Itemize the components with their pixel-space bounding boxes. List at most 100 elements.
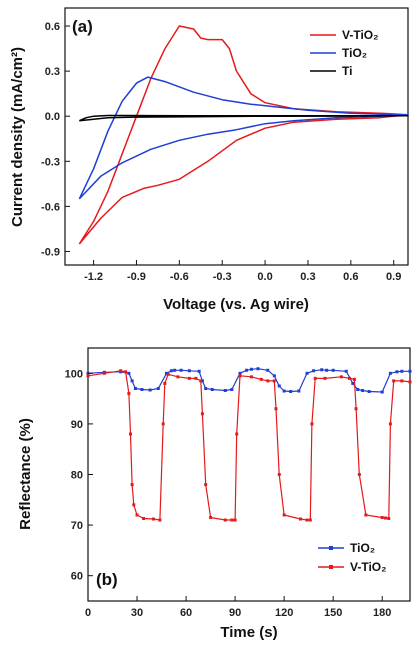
b-series-tio--point: [351, 381, 355, 385]
b-series-v-tio--point: [86, 374, 90, 378]
b-series-tio--point: [256, 367, 260, 371]
b-series-tio--point: [140, 387, 144, 391]
b-series-tio--point: [187, 369, 191, 373]
b-series-v-tio--point: [249, 375, 253, 379]
b-series-v-tio--point: [102, 371, 106, 375]
b-series-tio--point: [230, 387, 234, 391]
b-series-v-tio--point: [364, 513, 368, 517]
panel-a-frame: [64, 7, 409, 266]
b-series-v-tio--point: [119, 369, 123, 373]
b-series-tio--point: [272, 374, 276, 378]
panel-b-ylabel: Reflectance (%): [17, 418, 34, 530]
b-series-v-tio--point: [272, 379, 276, 383]
b-series-v-tio--point: [339, 375, 343, 379]
b-series-v-tio--point: [209, 516, 213, 520]
a-series-tio--line: [78, 76, 409, 200]
b-series-v-tio--point: [274, 407, 278, 411]
b-series-v-tio--point: [166, 372, 170, 376]
b-series-tio--point: [148, 388, 152, 392]
b-series-tio--point: [133, 386, 137, 390]
b-series-v-tio--point: [194, 376, 198, 380]
b-series-v-tio--point: [128, 432, 132, 436]
a-xtick-label: 0.3: [300, 271, 315, 283]
b-series-tio--point: [380, 390, 384, 394]
b-series-tio--point: [200, 379, 204, 383]
b-series-v-tio--point: [357, 473, 361, 476]
b-series-v-tio--point: [187, 376, 191, 380]
a-ytick-label: -0.9: [41, 246, 60, 258]
b-series-v-tio--point: [352, 377, 356, 381]
b-xtick-label: 60: [180, 607, 192, 619]
b-series-tio--point: [331, 368, 335, 372]
b-series-tio--point: [197, 369, 201, 373]
b-series-tio--point: [266, 368, 270, 372]
b-series-v-tio--point: [200, 412, 204, 416]
b-series-tio--point: [400, 369, 404, 373]
b-legend-marker-tio-: [329, 546, 333, 550]
b-series-tio--point: [305, 371, 309, 375]
b-series-tio--point: [277, 384, 281, 388]
b-series-v-tio--point: [130, 483, 134, 487]
b-series-v-tio--point: [176, 375, 180, 379]
b-series-tio--point: [130, 379, 134, 383]
b-series-tio--point: [164, 371, 168, 375]
b-series-v-tio--point: [163, 381, 167, 385]
panel-a-chart: -1.2 -0.9 -0.6 -0.3 0.0 0.3 0.6 0.9 0.6 0.3 0.0 -0…: [9, 7, 409, 313]
a-ytick-label: -0.3: [41, 156, 60, 168]
a-ytick-label: 0.6: [45, 21, 60, 33]
b-series-tio--point: [179, 368, 183, 372]
b-xtick-label: 30: [131, 607, 143, 619]
b-series-tio--point: [169, 369, 173, 373]
b-series-tio--point: [297, 389, 301, 393]
a-ytick-label: -0.6: [41, 201, 60, 213]
b-series-v-tio--point: [313, 376, 317, 380]
b-series-v-tio--point: [305, 518, 309, 522]
a-series-v-tio--line: [78, 25, 409, 245]
b-ytick-label: 100: [65, 368, 83, 380]
a-legend-label-tio-: TiO₂: [342, 46, 367, 60]
b-series-tio--point: [325, 368, 329, 372]
b-series-v-tio--point: [132, 503, 136, 507]
b-series-v-tio--point: [387, 517, 391, 521]
b-series-tio--point: [408, 369, 412, 373]
b-series-v-tio--point: [235, 432, 239, 436]
b-series-tio--point: [223, 389, 227, 393]
panel-b-legend: TiO₂ V-TiO₂: [318, 541, 386, 574]
b-series-v-tio--point: [277, 473, 281, 476]
b-series-v-tio--point: [392, 379, 396, 383]
b-series-v-tio--point: [124, 370, 128, 374]
b-series-v-tio--point: [408, 380, 412, 384]
b-series-v-tio--point: [230, 518, 234, 522]
a-series-ti-line: [79, 114, 409, 122]
b-xtick-label: 150: [324, 607, 342, 619]
a-ytick-label: 0.0: [45, 111, 60, 123]
a-xtick-label: 0.6: [343, 271, 358, 283]
a-xtick-label: -0.6: [170, 271, 189, 283]
b-series-v-tio--point: [310, 422, 314, 426]
b-series-v-tio--point: [127, 392, 131, 396]
panel-a-label: (a): [72, 17, 93, 36]
b-series-v-tio--point: [323, 376, 327, 380]
b-series-v-tio--point: [266, 379, 270, 383]
panel-b-chart: 0 30 60 90 120 150 180 60 70 80 90 100 (b) Time (s…: [17, 347, 412, 641]
b-series-v-tio--point: [308, 518, 312, 522]
a-legend-label-ti: Ti: [342, 64, 352, 78]
b-legend-label-v-tio-: V-TiO₂: [350, 560, 386, 574]
b-series-v-tio--point: [204, 483, 208, 487]
b-series-v-tio--point: [233, 518, 237, 522]
b-xtick-label: 0: [85, 607, 91, 619]
b-series-tio--point: [282, 389, 286, 393]
b-series-tio--point: [388, 371, 392, 375]
b-ytick-label: 60: [71, 571, 83, 583]
b-xtick-label: 180: [373, 607, 391, 619]
b-series-tio--point: [344, 369, 348, 373]
a-legend-label-v-tio-: V-TiO₂: [342, 28, 378, 42]
b-series-tio--point: [173, 368, 177, 372]
panel-b-label: (b): [96, 570, 118, 589]
b-series-v-tio--point: [135, 513, 139, 517]
a-xtick-label: -1.2: [84, 271, 103, 283]
b-series-tio--point: [356, 387, 360, 391]
b-series-v-tio--point: [158, 518, 162, 522]
b-series-v-tio--point: [238, 374, 242, 378]
